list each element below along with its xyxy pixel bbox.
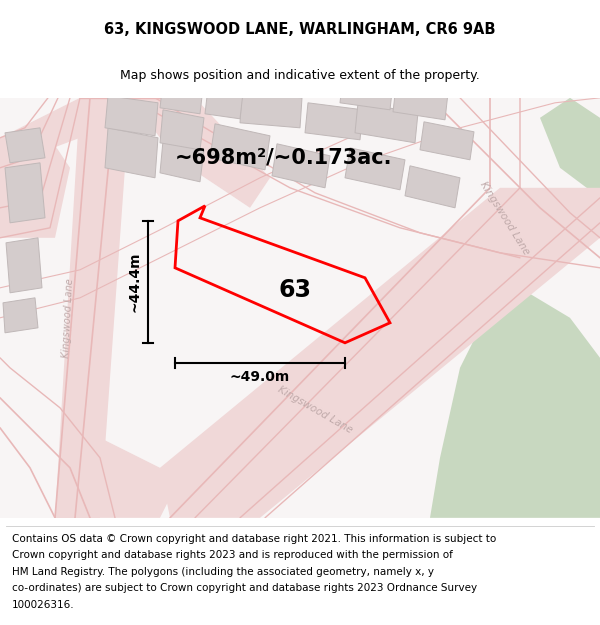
Polygon shape (3, 298, 38, 332)
Polygon shape (130, 98, 270, 208)
Polygon shape (55, 98, 130, 518)
Polygon shape (0, 98, 80, 168)
Text: Kingswood Lane: Kingswood Lane (276, 384, 354, 435)
Text: ~698m²/~0.173ac.: ~698m²/~0.173ac. (175, 148, 392, 168)
Text: 63, KINGSWOOD LANE, WARLINGHAM, CR6 9AB: 63, KINGSWOOD LANE, WARLINGHAM, CR6 9AB (104, 21, 496, 36)
Polygon shape (420, 122, 474, 160)
Polygon shape (0, 138, 70, 238)
Text: ~49.0m: ~49.0m (230, 370, 290, 384)
Polygon shape (55, 438, 180, 518)
Polygon shape (0, 98, 600, 518)
Polygon shape (405, 166, 460, 208)
Polygon shape (345, 148, 405, 190)
Polygon shape (305, 102, 363, 140)
Text: ~44.4m: ~44.4m (127, 251, 141, 312)
Text: Crown copyright and database rights 2023 and is reproduced with the permission o: Crown copyright and database rights 2023… (12, 550, 453, 560)
Text: HM Land Registry. The polygons (including the associated geometry, namely x, y: HM Land Registry. The polygons (includin… (12, 566, 434, 576)
Polygon shape (210, 124, 270, 170)
Polygon shape (393, 86, 448, 120)
Polygon shape (5, 128, 45, 162)
Polygon shape (355, 102, 418, 142)
Text: Contains OS data © Crown copyright and database right 2021. This information is : Contains OS data © Crown copyright and d… (12, 534, 496, 544)
Polygon shape (160, 110, 204, 150)
Polygon shape (272, 144, 330, 188)
Polygon shape (160, 141, 204, 182)
Polygon shape (105, 96, 158, 136)
Polygon shape (160, 188, 600, 518)
Polygon shape (5, 162, 45, 222)
Polygon shape (205, 88, 243, 119)
Polygon shape (540, 98, 600, 198)
Text: Kingswood Lane: Kingswood Lane (478, 179, 532, 256)
Text: Map shows position and indicative extent of the property.: Map shows position and indicative extent… (120, 69, 480, 82)
Text: co-ordinates) are subject to Crown copyright and database rights 2023 Ordnance S: co-ordinates) are subject to Crown copyr… (12, 583, 477, 593)
Polygon shape (340, 76, 393, 110)
Text: 63: 63 (278, 278, 311, 302)
Text: 100026316.: 100026316. (12, 599, 74, 609)
Polygon shape (430, 288, 600, 518)
Text: Kingswood Lane: Kingswood Lane (61, 278, 75, 358)
Polygon shape (6, 238, 42, 292)
Polygon shape (160, 82, 203, 114)
Polygon shape (105, 128, 158, 178)
Polygon shape (240, 92, 302, 128)
